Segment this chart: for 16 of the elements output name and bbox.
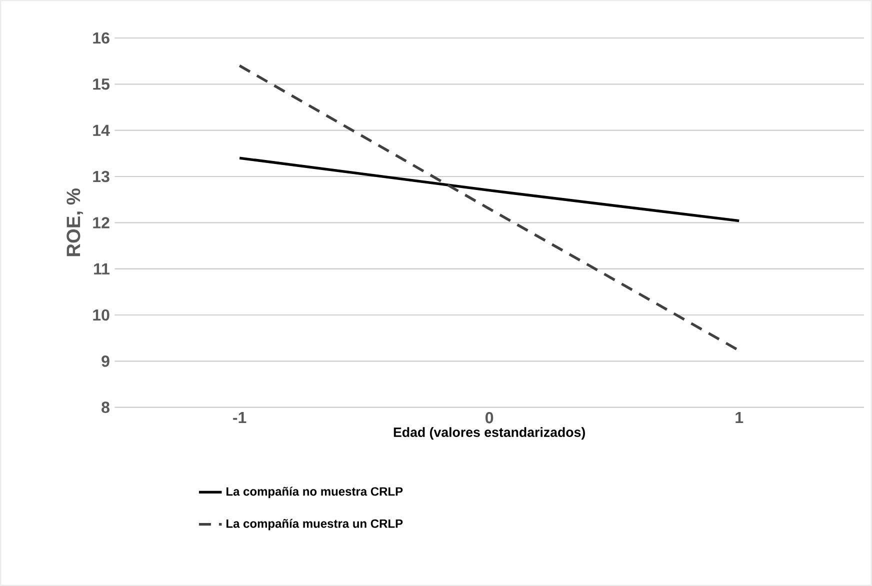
x-tick-label: 0: [486, 412, 494, 424]
legend-label: La compañía muestra un CRLP: [226, 518, 403, 530]
y-tick-label: 12: [93, 217, 110, 228]
y-axis-title: ROE, %: [66, 188, 84, 256]
legend-label: La compañía no muestra CRLP: [226, 486, 403, 498]
y-tick-label: 8: [102, 402, 110, 413]
y-tick-label: 11: [94, 263, 110, 274]
x-axis-title: Edad (valores estandarizados): [394, 427, 585, 440]
y-tick-label: 14: [93, 124, 110, 136]
x-tick-label: -1: [233, 412, 246, 424]
x-tick-label: 1: [736, 412, 744, 424]
y-tick-label: 9: [102, 356, 110, 367]
y-tick-label: 13: [93, 170, 110, 182]
y-tick-label: 15: [93, 78, 110, 90]
y-tick-label: 10: [93, 309, 110, 321]
y-tick-label: 16: [93, 32, 110, 44]
